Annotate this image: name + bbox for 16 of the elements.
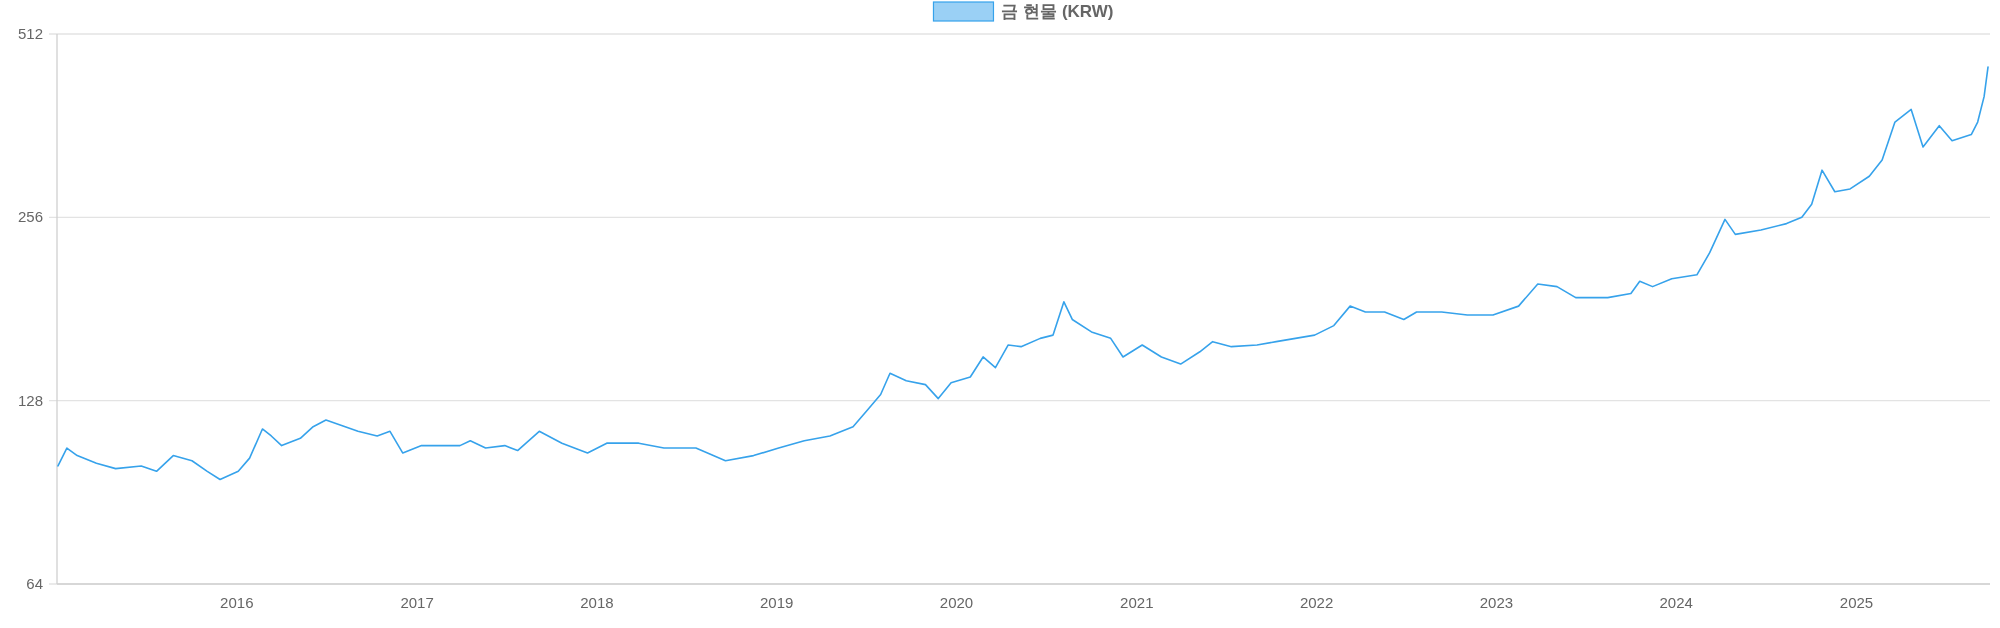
x-tick-label: 2019 <box>760 594 794 611</box>
x-tick-label: 2021 <box>1120 594 1154 611</box>
x-tick-label: 2018 <box>580 594 614 611</box>
x-tick-label: 2024 <box>1659 594 1693 611</box>
y-tick-label: 512 <box>17 25 43 42</box>
x-tick-label: 2017 <box>400 594 434 611</box>
x-tick-label: 2022 <box>1299 594 1334 611</box>
y-tick-label: 128 <box>17 391 43 409</box>
x-tick-label: 2020 <box>939 594 974 611</box>
y-tick-label: 64 <box>26 575 43 592</box>
line-series <box>57 66 1989 481</box>
legend-label: 금 현물 (KRW) <box>1001 2 1114 21</box>
x-tick-label: 2025 <box>1839 594 1874 611</box>
y-tick-label: 256 <box>17 208 43 226</box>
x-tick-label: 2023 <box>1479 594 1514 611</box>
x-tick-label: 2016 <box>220 594 254 611</box>
